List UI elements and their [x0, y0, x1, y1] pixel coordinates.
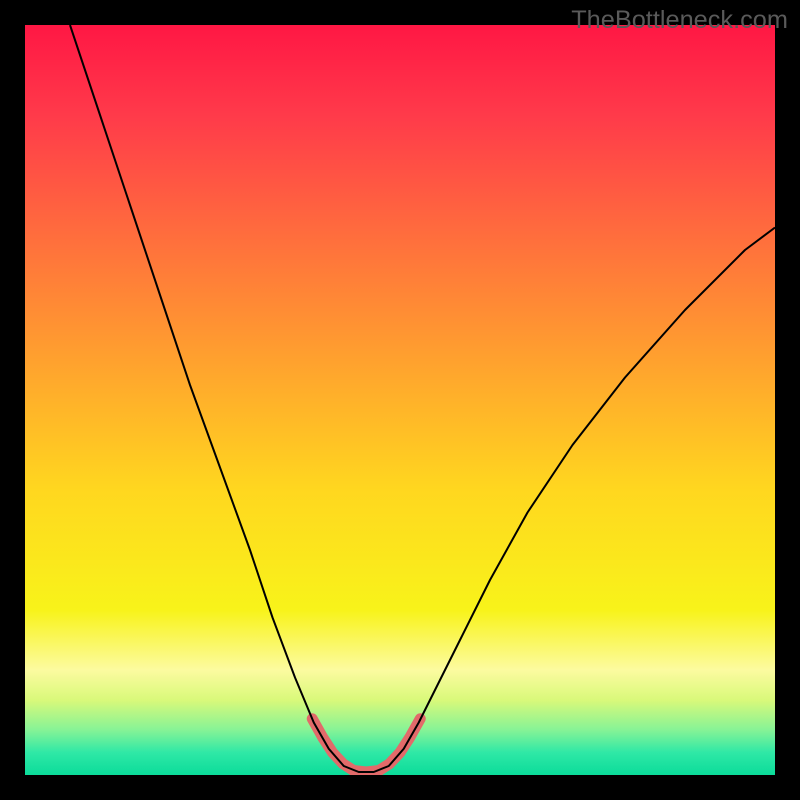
chart-svg-layer [25, 25, 775, 775]
bottleneck-curve [70, 25, 775, 772]
chart-plot-area [25, 25, 775, 775]
watermark-text: TheBottleneck.com [571, 6, 788, 35]
